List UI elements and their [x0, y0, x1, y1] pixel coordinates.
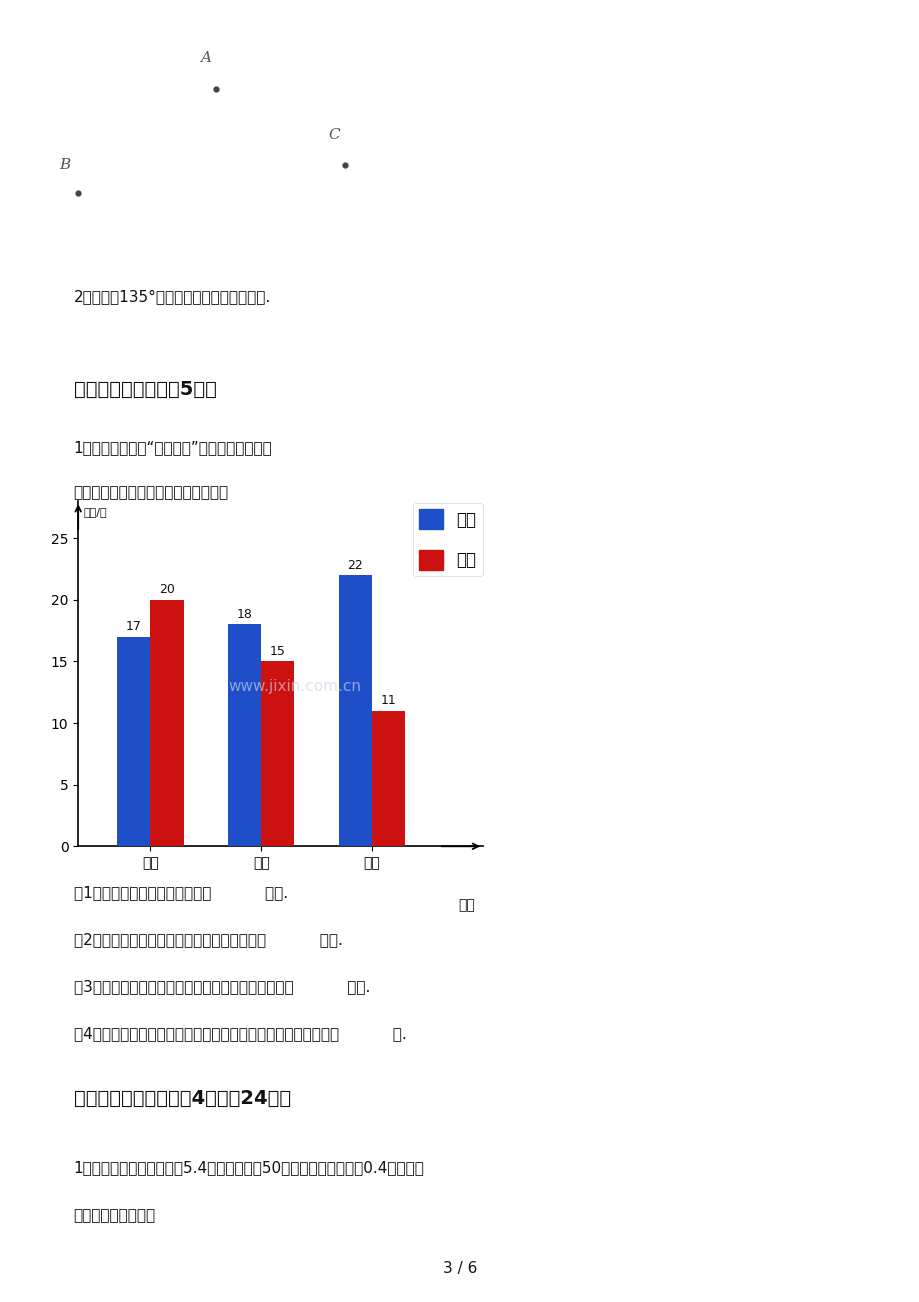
Text: 20: 20 [159, 583, 175, 596]
Bar [371, 711, 405, 846]
Text: 班级: 班级 [458, 898, 475, 913]
Text: A: A [199, 51, 210, 65]
Bar [338, 575, 371, 846]
Text: C: C [328, 128, 339, 142]
Text: （1）六年级一共上交书法作品（           ）件.: （1）六年级一共上交书法作品（ ）件. [74, 885, 288, 901]
Text: 17: 17 [126, 620, 142, 633]
Text: （3）六年二班上交书法作品件数是绘画作品件数的（           ）倍.: （3）六年二班上交书法作品件数是绘画作品件数的（ ）倍. [74, 979, 369, 995]
Text: 3 / 6: 3 / 6 [442, 1260, 477, 1276]
Text: 数量/件: 数量/件 [84, 508, 108, 517]
Bar [150, 600, 184, 846]
Text: （2）六年一班上交的书法作品比绘画作品少（           ）件.: （2）六年一班上交的书法作品比绘画作品少（ ）件. [74, 932, 342, 948]
Text: 15: 15 [269, 644, 286, 658]
Bar [261, 661, 294, 846]
Text: www.jixin.com.cn: www.jixin.com.cn [228, 678, 360, 694]
Text: （4）六年级三班上交书法作品和绘画作品件数的最简整数比是（           ）.: （4）六年级三班上交书法作品和绘画作品件数的最简整数比是（ ）. [74, 1026, 406, 1042]
Text: 22: 22 [347, 559, 363, 572]
Bar [228, 625, 261, 846]
Text: 六、统计图表。（刨5分）: 六、统计图表。（刨5分） [74, 380, 216, 400]
Text: 1、一批煤，按计划每天烧5.4吞计算，可烧50天．实际每天可节兰0.4吞，这批: 1、一批煤，按计划每天烧5.4吞计算，可烧50天．实际每天可节兰0.4吞，这批 [74, 1160, 424, 1176]
Text: 1、光明小学举行“爱我中华”书法、绘画作品展: 1、光明小学举行“爱我中华”书法、绘画作品展 [74, 440, 272, 456]
Text: 2、画一个135°的角，并写出各部分的名称.: 2、画一个135°的角，并写出各部分的名称. [74, 289, 270, 305]
Text: 下面是六年级各班上交作品情况统计图: 下面是六年级各班上交作品情况统计图 [74, 486, 229, 501]
Text: B: B [60, 158, 71, 172]
Text: 煤实际可用多少天？: 煤实际可用多少天？ [74, 1208, 155, 1224]
Text: 18: 18 [236, 608, 252, 621]
Legend: 书法, 绘画: 书法, 绘画 [413, 503, 482, 577]
Bar [117, 637, 150, 846]
Text: 11: 11 [380, 694, 396, 707]
Text: 七、解决问题。（每题4分，全24分）: 七、解决问题。（每题4分，全24分） [74, 1088, 290, 1108]
